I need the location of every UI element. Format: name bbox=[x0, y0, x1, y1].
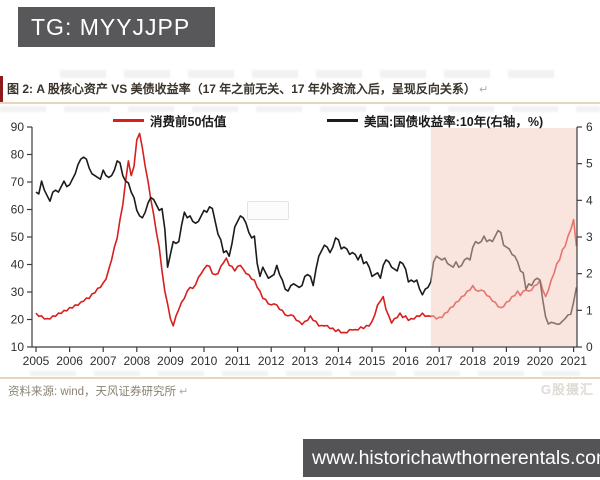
telegram-badge-text: TG: MYYJJPP bbox=[31, 14, 191, 40]
x-axis-tick-label: 2015 bbox=[359, 354, 386, 368]
url-watermark-bar: www.historichawthornerentals.com bbox=[303, 439, 600, 477]
legend-item-treasury: 美国:国债收益率:10年(右轴，%) bbox=[327, 111, 543, 130]
y-axis-tick-label-left: 10 bbox=[11, 340, 25, 354]
y-axis-tick-label-left: 70 bbox=[11, 175, 25, 189]
x-axis-tick-label: 2017 bbox=[426, 354, 453, 368]
telegram-badge: TG: MYYJJPP bbox=[18, 7, 215, 47]
divider-bottom bbox=[0, 377, 600, 379]
x-axis-tick-label: 2006 bbox=[56, 354, 83, 368]
legend-label: 美国:国债收益率:10年(右轴，%) bbox=[364, 115, 544, 129]
x-axis-tick-label: 2008 bbox=[123, 354, 150, 368]
ghost-text-row bbox=[30, 371, 580, 376]
legend-label: 消费前50估值 bbox=[150, 115, 227, 129]
ghost-text-row bbox=[0, 106, 600, 112]
return-mark: ↵ bbox=[478, 84, 489, 96]
y-axis-tick-label-right: 5 bbox=[586, 157, 593, 171]
highlight-region bbox=[430, 128, 577, 346]
y-axis-tick-label-left: 90 bbox=[11, 120, 25, 134]
legend-item-valuation: 消费前50估值 bbox=[113, 111, 226, 130]
y-axis-tick-label-left: 40 bbox=[11, 258, 25, 272]
x-axis-tick-label: 2010 bbox=[191, 354, 218, 368]
y-axis-tick-label-right: 0 bbox=[586, 340, 593, 354]
y-axis-tick-label-right: 3 bbox=[586, 230, 593, 244]
x-axis-tick-label: 2005 bbox=[23, 354, 50, 368]
x-axis-tick-label: 2011 bbox=[225, 354, 251, 368]
x-axis-tick-label: 2016 bbox=[392, 354, 419, 368]
legend-line-black bbox=[327, 119, 358, 122]
x-axis-tick-label: 2013 bbox=[291, 354, 318, 368]
legend-line-red bbox=[113, 119, 144, 122]
site-watermark: G股摄汇 bbox=[540, 382, 594, 397]
x-axis-tick-label: 2021 bbox=[560, 354, 587, 368]
x-axis-tick-label: 2014 bbox=[325, 354, 352, 368]
y-axis-tick-label-right: 2 bbox=[586, 267, 593, 281]
x-axis-tick-label: 2009 bbox=[157, 354, 184, 368]
ghost-text-row bbox=[60, 70, 560, 78]
figure-title: 图 2: A 股核心资产 VS 美债收益率（17 年之前无关、17 年外资流入后… bbox=[7, 80, 488, 97]
url-text: www.historichawthornerentals.com bbox=[312, 447, 600, 469]
y-axis-tick-label-left: 80 bbox=[11, 148, 25, 162]
y-axis-tick-label-right: 1 bbox=[586, 303, 593, 317]
data-source-text: 资料来源: wind，天风证券研究所 bbox=[8, 386, 177, 398]
x-axis-tick-label: 2020 bbox=[527, 354, 554, 368]
figure-title-text: 图 2: A 股核心资产 VS 美债收益率（17 年之前无关、17 年外资流入后… bbox=[7, 82, 476, 96]
y-axis-tick-label-left: 20 bbox=[11, 313, 25, 327]
return-mark: ↵ bbox=[179, 386, 189, 398]
y-axis-tick-label-left: 30 bbox=[11, 285, 25, 299]
x-axis-tick-label: 2007 bbox=[90, 354, 117, 368]
y-axis-tick-label-left: 60 bbox=[11, 203, 25, 217]
chart-watermark-box bbox=[247, 201, 289, 220]
x-axis-tick-label: 2012 bbox=[258, 354, 285, 368]
x-axis-tick-label: 2018 bbox=[459, 354, 486, 368]
y-axis-tick-label-right: 4 bbox=[586, 193, 593, 207]
data-source-note: 资料来源: wind，天风证券研究所 ↵ bbox=[8, 383, 188, 399]
y-axis-tick-label-right: 6 bbox=[586, 120, 593, 134]
y-axis-tick-label-left: 50 bbox=[11, 230, 25, 244]
divider-top bbox=[0, 102, 600, 104]
title-edge-stripe bbox=[0, 76, 3, 102]
x-axis-tick-label: 2019 bbox=[493, 354, 520, 368]
